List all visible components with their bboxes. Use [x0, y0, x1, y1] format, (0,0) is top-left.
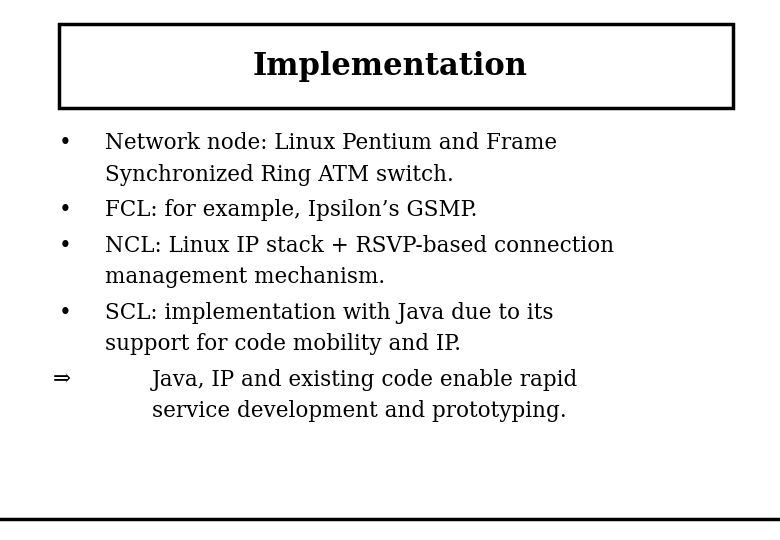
Text: •: •	[58, 132, 71, 154]
Text: NCL: Linux IP stack + RSVP-based connection: NCL: Linux IP stack + RSVP-based connect…	[105, 235, 615, 257]
Text: support for code mobility and IP.: support for code mobility and IP.	[105, 333, 461, 355]
Text: •: •	[58, 199, 71, 221]
Text: Java, IP and existing code enable rapid: Java, IP and existing code enable rapid	[152, 369, 578, 391]
Text: Synchronized Ring ATM switch.: Synchronized Ring ATM switch.	[105, 164, 454, 186]
FancyBboxPatch shape	[58, 24, 733, 108]
Text: Implementation: Implementation	[253, 51, 527, 82]
Text: SCL: implementation with Java due to its: SCL: implementation with Java due to its	[105, 302, 554, 324]
Text: service development and prototyping.: service development and prototyping.	[152, 400, 567, 422]
Text: •: •	[58, 235, 71, 257]
Text: •: •	[58, 302, 71, 324]
Text: FCL: for example, Ipsilon’s GSMP.: FCL: for example, Ipsilon’s GSMP.	[105, 199, 477, 221]
Text: ⇒: ⇒	[53, 369, 71, 391]
Text: Network node: Linux Pentium and Frame: Network node: Linux Pentium and Frame	[105, 132, 558, 154]
Text: management mechanism.: management mechanism.	[105, 266, 385, 288]
